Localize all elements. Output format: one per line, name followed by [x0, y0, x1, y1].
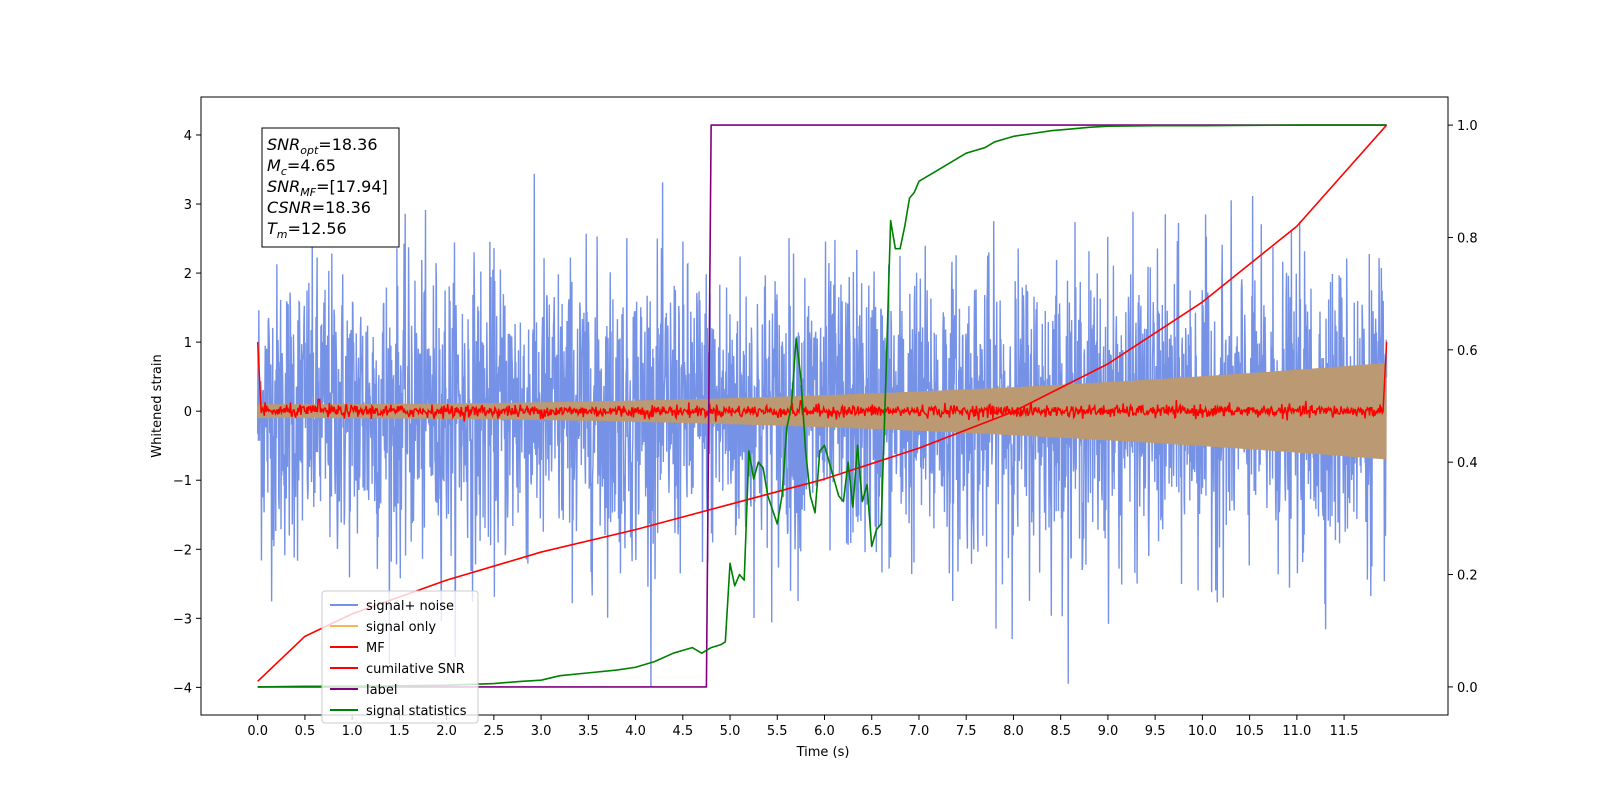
annotation-line: Mc=4.65	[267, 156, 336, 178]
y-tick-label: 0	[184, 405, 192, 420]
legend-entry: signal only	[366, 620, 436, 635]
y-tick-label: −3	[173, 612, 192, 627]
x-tick-label: 4.0	[625, 724, 646, 739]
annotation-frame	[261, 127, 400, 248]
y-tick-label: 1	[184, 336, 192, 351]
legend-frame	[321, 590, 479, 724]
legend-entry: signal statistics	[366, 704, 467, 719]
series-label	[257, 124, 1387, 688]
annotation-line: CSNR=18.36	[267, 198, 371, 217]
y2-tick-label: 0.2	[1457, 569, 1478, 584]
y-tick-label: 2	[184, 267, 192, 282]
annotation-line: SNRopt=18.36	[267, 135, 378, 157]
legend-entry: label	[366, 683, 397, 698]
y2-tick-label: 0.8	[1457, 231, 1478, 246]
legend-entry: MF	[366, 641, 385, 656]
x-tick-label: 1.5	[389, 724, 410, 739]
x-tick-label: 6.0	[814, 724, 835, 739]
x-tick-label: 9.5	[1145, 724, 1166, 739]
legend-entry: cumilative SNR	[366, 662, 465, 677]
x-tick-label: 4.5	[672, 724, 693, 739]
legend: signal+ noise signal only MF cumilative SNR…	[321, 590, 479, 724]
y-axis-label: Whitened strain	[150, 354, 165, 457]
x-tick-label: 8.0	[1003, 724, 1024, 739]
y2-tick-label: 1.0	[1457, 119, 1478, 134]
x-axis-label: Time (s)	[796, 745, 850, 760]
series-signal-statistics	[257, 124, 1387, 688]
x-tick-label: 11.5	[1330, 724, 1359, 739]
x-tick-label: 10.5	[1235, 724, 1264, 739]
x-tick-label: 0.5	[295, 724, 316, 739]
y2-axis-ticks: 0.0 0.2 0.4 0.6 0.8 1.0	[1448, 119, 1478, 696]
annotation-box: SNRopt=18.36Mc=4.65SNRMF=[17.94]CSNR=18.…	[261, 127, 400, 248]
legend-entry: signal+ noise	[366, 599, 454, 614]
x-tick-label: 3.5	[578, 724, 599, 739]
x-tick-label: 9.0	[1098, 724, 1119, 739]
x-tick-label: 5.0	[720, 724, 741, 739]
x-axis-ticks: 0.0 0.5 1.0 1.5 2.0 2.5 3.0 3.5 4.0 4.5 5.0 5.5 6.0 6…	[247, 715, 1359, 739]
x-tick-label: 7.0	[909, 724, 930, 739]
x-tick-label: 8.5	[1050, 724, 1071, 739]
x-tick-label: 6.5	[861, 724, 882, 739]
y-tick-label: −2	[173, 543, 192, 558]
x-tick-label: 1.0	[342, 724, 363, 739]
x-tick-label: 2.5	[484, 724, 505, 739]
annotation-line: Tm=12.56	[267, 219, 347, 241]
x-tick-label: 0.0	[247, 724, 268, 739]
y-tick-label: −4	[173, 681, 192, 696]
x-tick-label: 10.0	[1188, 724, 1217, 739]
x-tick-label: 5.5	[767, 724, 788, 739]
y-tick-label: 4	[184, 129, 192, 144]
y2-tick-label: 0.6	[1457, 344, 1478, 359]
annotation-line: SNRMF=[17.94]	[267, 177, 388, 199]
y-axis-ticks: −4 −3 −2 −1 0 1 2 3 4	[173, 129, 201, 696]
y2-tick-label: 0.0	[1457, 681, 1478, 696]
x-tick-label: 2.0	[436, 724, 457, 739]
x-tick-label: 7.5	[956, 724, 977, 739]
x-tick-label: 3.0	[531, 724, 552, 739]
x-tick-label: 11.0	[1282, 724, 1311, 739]
y-tick-label: −1	[173, 474, 192, 489]
y-tick-label: 3	[184, 198, 192, 213]
y2-tick-label: 0.4	[1457, 456, 1478, 471]
series-mf	[256, 342, 1388, 422]
